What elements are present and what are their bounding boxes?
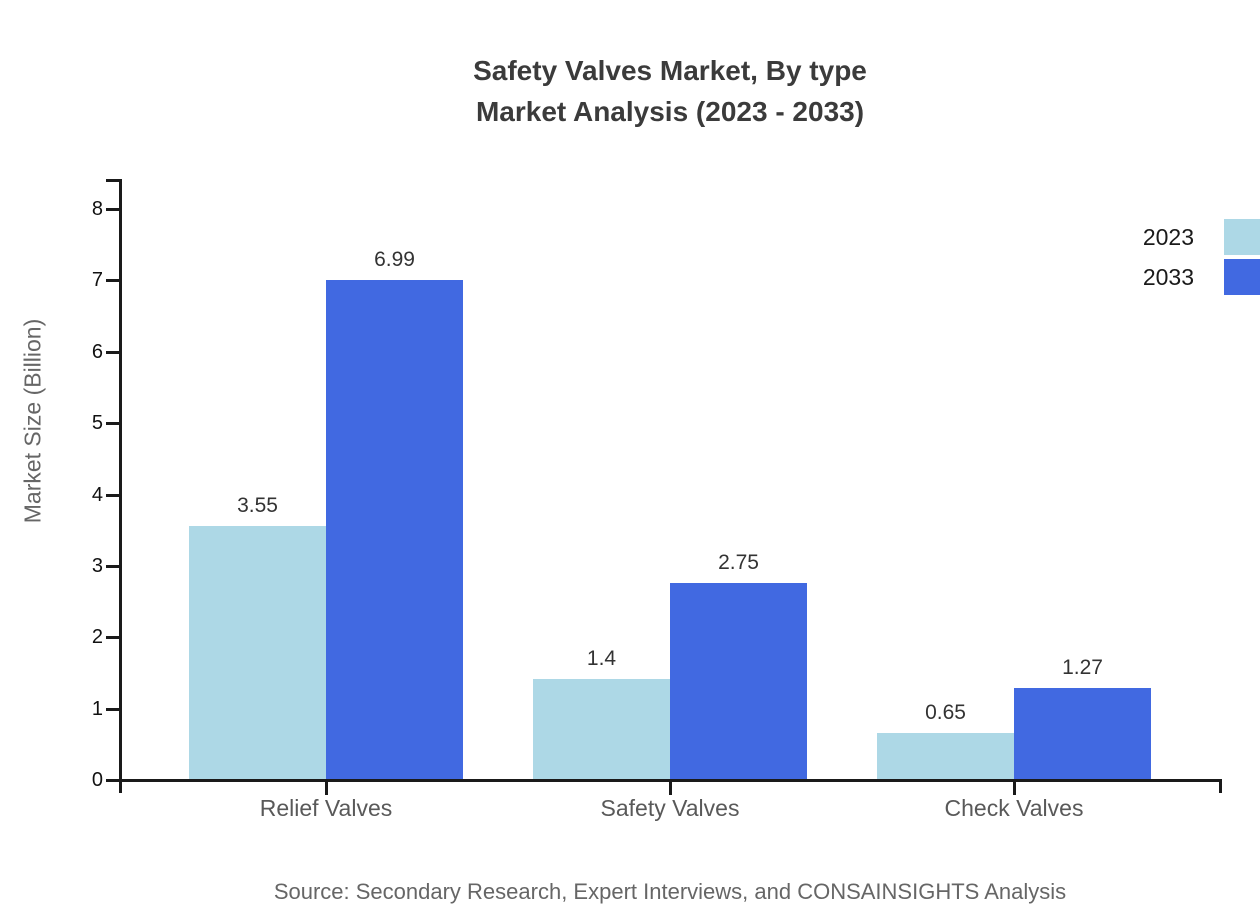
y-axis-end-cap [106,179,122,182]
bar-value-label: 1.4 [586,647,617,671]
y-axis-title: Market Size (Billion) [19,318,46,524]
y-tick [106,279,120,283]
y-axis-spine [119,179,122,793]
y-tick-label: 7 [91,269,103,292]
x-tick [669,782,672,795]
bar-value-label: 0.65 [925,700,966,724]
source-note: Source: Secondary Research, Expert Inter… [273,879,1067,904]
x-axis-line [106,779,1222,782]
x-axis-category-label-relief-valves: Relief Valves [259,795,393,821]
y-tick-label: 5 [91,412,103,435]
legend-item-2033: 2033 [1143,259,1260,295]
bar-value-label: 3.55 [237,493,278,517]
y-tick-label: 8 [91,198,103,220]
y-tick [106,564,120,568]
bar-2033-check-valves [1014,688,1151,779]
x-axis-end-tick [1219,779,1222,793]
y-tick [106,707,120,711]
chart-title-line1: Safety Valves Market, By type [473,55,867,86]
y-tick [106,350,120,354]
legend-swatch-2023 [1224,219,1260,255]
bar-value-label: 1.27 [1062,656,1103,680]
legend-swatch-2033 [1224,259,1260,295]
x-tick [325,782,328,795]
y-tick [106,493,120,497]
y-tick-label: 2 [91,626,103,649]
y-tick [106,208,120,211]
y-tick [106,779,120,782]
x-axis-category-label-safety-valves: Safety Valves [600,795,740,821]
y-tick-label: 0 [91,769,103,791]
y-tick-label: 4 [91,483,103,506]
bar-2023-relief-valves [189,525,326,779]
x-axis-category-label-check-valves: Check Valves [944,795,1084,821]
legend-label-2023: 2023 [1142,223,1194,250]
chart-title-line2: Market Analysis (2023 - 2033) [475,96,865,127]
y-tick-label: 6 [91,340,103,363]
y-tick-label: 1 [91,697,103,720]
y-tick [106,422,120,426]
bar-2033-relief-valves [326,280,463,779]
bar-2023-safety-valves [533,679,670,779]
legend-label-2033: 2033 [1142,263,1194,290]
chart-title: Safety Valves Market, By type Market Ana… [80,50,1260,132]
bar-value-label: 2.75 [718,550,759,574]
legend-item-2023: 2023 [1143,219,1260,255]
y-tick-label: 3 [91,554,103,577]
y-tick [106,636,120,640]
bar-value-label: 6.99 [374,248,415,272]
bar-2033-safety-valves [670,582,807,779]
legend: 2023 2033 [1143,219,1260,295]
bar-2023-check-valves [877,732,1014,779]
x-tick [1013,782,1016,795]
